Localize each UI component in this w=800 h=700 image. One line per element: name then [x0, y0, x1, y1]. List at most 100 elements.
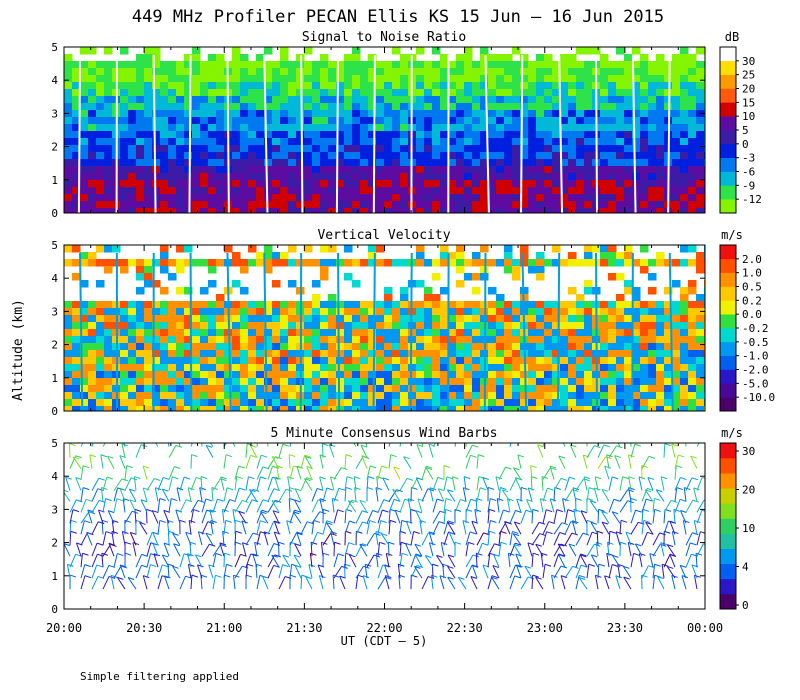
data-cell: [232, 131, 241, 139]
data-cell: [624, 343, 633, 351]
data-cell: [144, 266, 153, 274]
data-cell: [80, 259, 89, 267]
data-cell: [136, 308, 145, 316]
data-cell: [192, 61, 201, 69]
wind-barb: [202, 544, 209, 556]
data-cell: [176, 131, 185, 139]
data-cell: [560, 406, 569, 414]
data-cell: [128, 124, 137, 132]
data-cell: [504, 124, 513, 132]
data-cell: [656, 54, 665, 62]
data-cell: [616, 166, 625, 174]
data-cell: [616, 322, 625, 330]
wind-barb-flag: [217, 499, 223, 501]
data-cell: [256, 201, 265, 209]
wind-barb-flag: [629, 488, 635, 490]
data-cell: [200, 124, 209, 132]
data-cell: [280, 259, 289, 267]
data-cell: [272, 201, 281, 209]
data-cell: [584, 406, 593, 414]
data-cell: [400, 103, 409, 111]
data-cell: [120, 336, 129, 344]
data-cell: [536, 343, 545, 351]
wind-barb: [92, 500, 99, 512]
data-cell: [304, 103, 313, 111]
data-cell: [192, 350, 201, 358]
data-cell: [216, 145, 225, 153]
data-cell: [304, 399, 313, 407]
data-cell: [88, 138, 97, 146]
data-cell: [312, 322, 321, 330]
data-cell: [64, 322, 73, 330]
data-cell: [432, 259, 441, 267]
data-cell: [104, 378, 113, 386]
data-cell: [144, 89, 153, 97]
data-cell: [536, 350, 545, 358]
wind-barb-flag: [685, 433, 691, 435]
data-cell: [256, 259, 265, 267]
wind-barb-flag: [388, 542, 394, 544]
wind-barb: [563, 499, 565, 513]
data-cell: [120, 201, 129, 209]
data-cell: [216, 61, 225, 69]
data-cell: [144, 75, 153, 83]
data-cell: [304, 68, 313, 76]
wind-barb: [532, 575, 533, 589]
data-cell: [360, 201, 369, 209]
data-cell: [80, 82, 89, 90]
data-cell: [248, 173, 257, 181]
data-cell: [368, 399, 377, 407]
data-cell: [552, 194, 561, 202]
data-cell: [600, 385, 609, 393]
data-cell: [88, 159, 97, 167]
data-cell: [672, 54, 681, 62]
colorbar-segment: [720, 356, 736, 370]
data-cell: [488, 145, 497, 153]
data-cell: [88, 385, 97, 393]
data-cell: [432, 371, 441, 379]
data-cell: [224, 350, 233, 358]
data-cell: [544, 131, 553, 139]
data-cell: [456, 252, 465, 260]
wind-barb: [81, 533, 87, 545]
data-cell: [304, 343, 313, 351]
data-cell: [208, 152, 217, 160]
data-cell: [312, 343, 321, 351]
data-cell: [432, 364, 441, 372]
data-cell: [144, 385, 153, 393]
data-cell: [200, 131, 209, 139]
wind-barb: [605, 466, 609, 479]
data-cell: [328, 392, 337, 400]
data-cell: [440, 329, 449, 337]
wind-barb-flag: [594, 446, 600, 448]
data-cell: [544, 103, 553, 111]
data-cell: [656, 357, 665, 365]
data-cell: [208, 68, 217, 76]
data-cell: [680, 138, 689, 146]
data-cell: [528, 103, 537, 111]
colorbar-label: -1.0: [742, 350, 769, 363]
wind-barb: [448, 577, 455, 589]
wind-barb-flag: [629, 477, 635, 479]
data-cell: [696, 294, 705, 302]
wind-barb: [525, 566, 532, 578]
data-cell: [192, 378, 201, 386]
wind-barb: [312, 488, 317, 501]
data-cell: [144, 152, 153, 160]
data-cell: [104, 245, 113, 253]
data-cell: [472, 308, 481, 316]
data-cell: [640, 259, 649, 267]
data-cell: [320, 187, 329, 195]
data-cell: [640, 124, 649, 132]
data-cell: [536, 187, 545, 195]
data-cell: [648, 406, 657, 414]
data-cell: [680, 54, 689, 62]
data-cell: [600, 343, 609, 351]
data-cell: [440, 301, 449, 309]
data-cell: [240, 343, 249, 351]
data-cell: [376, 131, 385, 139]
data-cell: [456, 266, 465, 274]
wind-barb-flag: [545, 564, 551, 566]
data-cell: [576, 308, 585, 316]
data-cell: [96, 117, 105, 125]
